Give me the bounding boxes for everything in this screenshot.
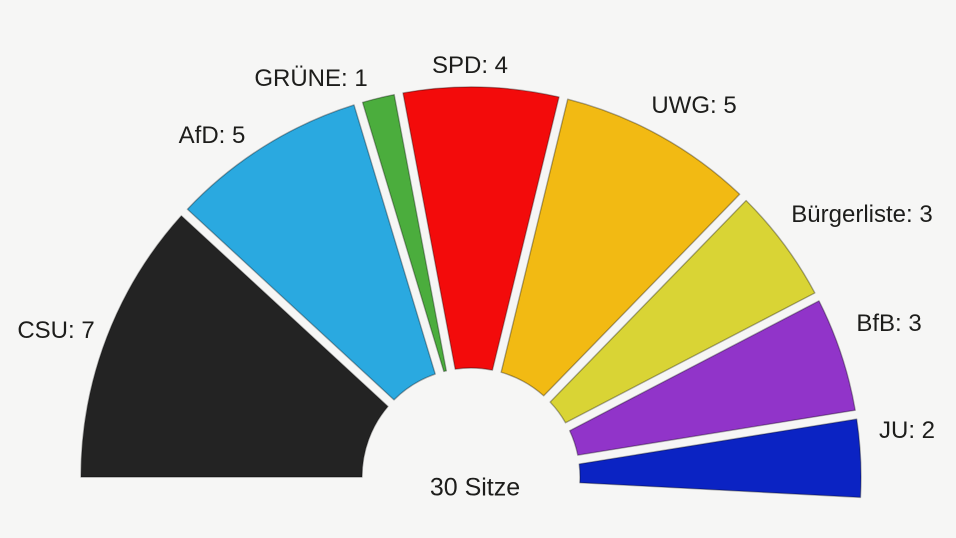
- segment-spd: [402, 86, 560, 371]
- label-bfb: BfB: 3: [856, 309, 922, 337]
- label-csu: CSU: 7: [17, 316, 95, 344]
- total-seats-label: 30 Sitze: [429, 473, 521, 502]
- segment-afd: [186, 104, 436, 401]
- label-gruene: GRÜNE: 1: [254, 64, 368, 92]
- label-ju: JU: 2: [878, 416, 936, 444]
- label-afd: AfD: 5: [178, 121, 246, 149]
- label-spd: SPD: 4: [431, 51, 509, 79]
- label-buergerliste: Bürgerliste: 3: [791, 200, 933, 228]
- segment-ju: [578, 418, 862, 499]
- segment-gruene: [361, 93, 448, 373]
- segment-csu: [80, 215, 389, 478]
- label-uwg: UWG: 5: [651, 91, 737, 119]
- segment-bfb: [568, 300, 856, 456]
- segment-buergerliste: [549, 199, 816, 424]
- segment-uwg: [500, 98, 741, 397]
